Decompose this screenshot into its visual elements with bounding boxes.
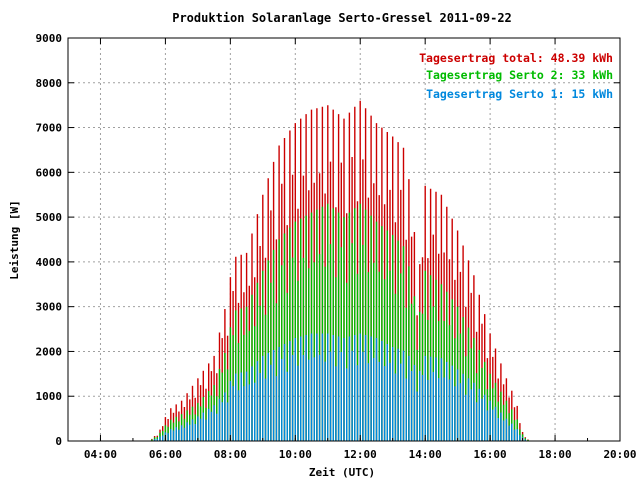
y-tick-label: 4000: [36, 256, 63, 269]
x-tick-label: 04:00: [84, 448, 117, 461]
legend-serto-1: Tagesertrag Serto 1: 15 kWh: [426, 87, 613, 101]
y-tick-label: 7000: [36, 122, 63, 135]
y-tick-label: 5000: [36, 211, 63, 224]
x-tick-label: 10:00: [279, 448, 312, 461]
legend-total: Tagesertrag total: 48.39 kWh: [419, 51, 613, 65]
y-tick-label: 9000: [36, 32, 63, 45]
legend-serto-2: Tagesertrag Serto 2: 33 kWh: [426, 68, 613, 82]
y-axis-label: Leistung [W]: [8, 200, 21, 279]
x-tick-label: 14:00: [409, 448, 442, 461]
x-tick-label: 06:00: [149, 448, 182, 461]
y-tick-label: 6000: [36, 166, 63, 179]
x-tick-label: 18:00: [538, 448, 571, 461]
plot-frame: [67, 37, 621, 442]
legend: Tagesertrag total: 48.39 kWh Tagesertrag…: [419, 51, 613, 101]
x-axis-label: Zeit (UTC): [309, 466, 375, 479]
bars: [151, 100, 529, 441]
x-tick-label: 16:00: [474, 448, 507, 461]
y-tick-label: 8000: [36, 77, 63, 90]
chart-title: Produktion Solaranlage Serto-Gressel 201…: [172, 11, 512, 25]
x-tick-label: 12:00: [344, 448, 377, 461]
y-tick-label: 3000: [36, 301, 63, 314]
y-tick-label: 2000: [36, 345, 63, 358]
x-tick-label: 08:00: [214, 448, 247, 461]
y-tick-label: 1000: [36, 390, 63, 403]
axis-ticks: 0 1000 2000 3000 4000 5000 6000 7000 8000 9000 04:…: [36, 32, 637, 461]
y-tick-label: 0: [55, 435, 62, 448]
x-tick-label: 20:00: [603, 448, 636, 461]
